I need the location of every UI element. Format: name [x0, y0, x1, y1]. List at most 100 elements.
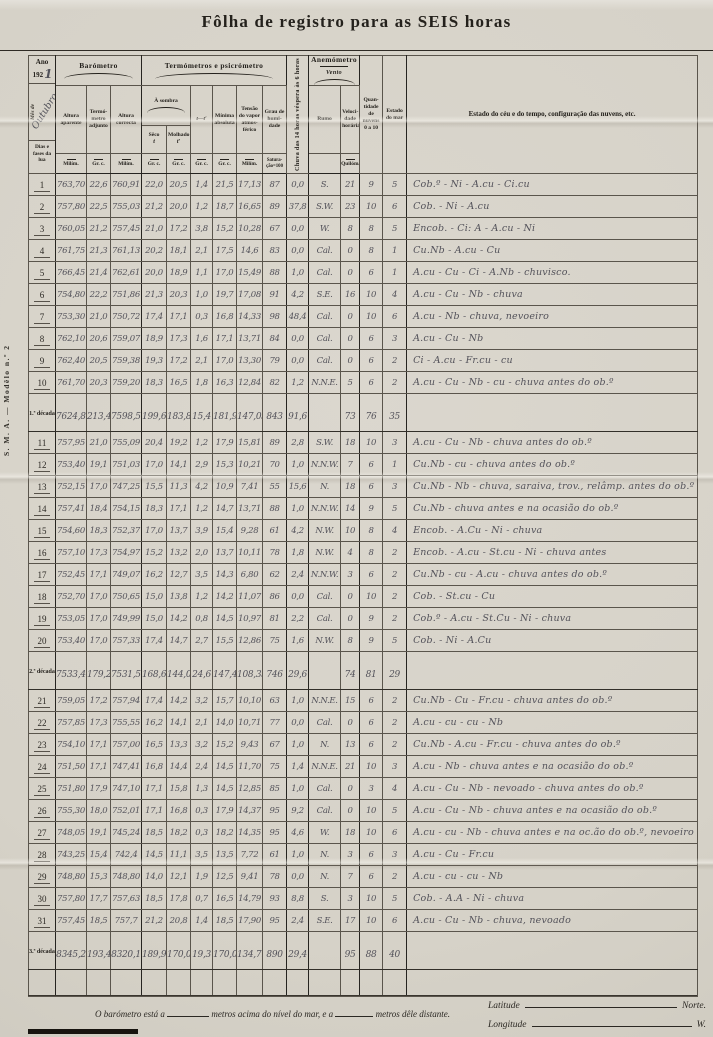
latitude-longitude-block: Latitude Norte. Longitude W. [488, 998, 706, 1036]
cell: 7 [340, 865, 361, 889]
cell: 9,28 [236, 519, 264, 543]
cell: 757,80 [55, 195, 87, 219]
cell: 17,13 [236, 173, 264, 197]
cell: 2 [382, 733, 408, 757]
cell: 4 [382, 283, 408, 307]
day-row: 27 748,05 19,1 745,24 18,5 18,2 0,3 18,2 14,35 95… [28, 821, 699, 845]
cell: 11,70 [236, 755, 264, 779]
cell: 13,71 [236, 497, 264, 521]
cell: 7624,80 [55, 393, 87, 433]
cell: 747,10 [109, 777, 143, 801]
cell: 752,01 [109, 799, 143, 823]
cell: 48,4 [286, 305, 310, 329]
cell: 747,41 [109, 755, 143, 779]
cell: 16,3 [212, 371, 238, 395]
cell: 1,9 [190, 865, 214, 889]
cell: 4 [382, 519, 408, 543]
cell: 14,5 [212, 607, 238, 631]
cell: 2 [382, 689, 408, 713]
cell: 1,0 [286, 843, 310, 867]
cell: 0 [340, 777, 361, 801]
cell: 5 [340, 371, 361, 395]
cell: 20,4 [141, 431, 168, 455]
cell: 743,25 [55, 843, 87, 867]
cell: Cob. - Ni - A.cu [406, 195, 699, 219]
col-header-corrected-height: Altura correcta [109, 84, 143, 155]
day-number: 1 [28, 173, 56, 197]
cell: 15 [340, 689, 361, 713]
cell: 753,05 [55, 607, 87, 631]
cell: 77 [262, 711, 288, 735]
cell: 20,0 [141, 261, 168, 285]
cell: 61 [262, 843, 288, 867]
cell: S.E. [308, 283, 342, 307]
cell: 2,8 [286, 431, 310, 455]
cell: 3,2 [190, 733, 214, 757]
cell: 10,9 [212, 475, 238, 499]
cell: 7533,40 [55, 651, 87, 691]
col-header-vapor-tension: Tensão do vapor atmos- férico [236, 84, 264, 155]
cell: 6 [359, 261, 384, 285]
cell: 14,2 [166, 607, 192, 631]
day-number: 31 [28, 909, 56, 933]
day-number: 11 [28, 431, 56, 455]
cell: 9 [359, 629, 384, 653]
cell: 12,84 [236, 371, 264, 395]
cell: 87 [262, 173, 288, 197]
cell: 23 [340, 195, 361, 219]
cell: 193,4 [86, 931, 111, 971]
cell: 759,05 [55, 689, 87, 713]
cell: 6 [359, 327, 384, 351]
cell: 0 [340, 585, 361, 609]
cell: 147,03 [236, 393, 264, 433]
day-number: 21 [28, 689, 56, 713]
cell: 6 [359, 371, 384, 395]
cell: 17,0 [86, 585, 111, 609]
cell [406, 393, 699, 433]
cell: 753,30 [55, 305, 87, 329]
cell: Cal. [308, 585, 342, 609]
cell: Ci - A.cu - Fr.cu - cu [406, 349, 699, 373]
cell: 757,94 [109, 689, 143, 713]
col-header-apparent-height: Altura aparente [55, 84, 87, 155]
cell: 6,80 [236, 563, 264, 587]
cell: 9 [359, 607, 384, 631]
cell [406, 651, 699, 691]
cell: 213,4 [86, 393, 111, 433]
cell: 24,6 [190, 651, 214, 691]
unit-label: Milím. [55, 153, 87, 175]
cell: 7 [340, 453, 361, 477]
cell: 10 [359, 283, 384, 307]
cell: 21,0 [141, 217, 168, 241]
day-number: 8 [28, 327, 56, 351]
cell: 10 [359, 821, 384, 845]
cell: 752,45 [55, 563, 87, 587]
cell: 0 [340, 349, 361, 373]
cell: 21,5 [212, 173, 238, 197]
cell: 15,2 [212, 217, 238, 241]
cell: 78 [262, 865, 288, 889]
day-row: 19 753,05 17,0 749,99 15,0 14,2 0,8 14,5 10,97 81… [28, 607, 699, 631]
cell: A.cu - Nb - chuva antes e na ocasião do … [406, 755, 699, 779]
cell: 746 [262, 651, 288, 691]
cell: 199,6 [141, 393, 168, 433]
cell: 0,0 [286, 585, 310, 609]
cell: 755,09 [109, 431, 143, 455]
cell: 144,0 [166, 651, 192, 691]
cell: 22,5 [86, 195, 111, 219]
cell: 752,70 [55, 585, 87, 609]
cell: 79 [262, 349, 288, 373]
cell: 17,2 [166, 217, 192, 241]
cell: 7531,56 [109, 651, 143, 691]
col-group-anemometer: Anemómetro Vento [308, 55, 361, 86]
cell: 20,8 [166, 909, 192, 933]
cell: 6 [359, 843, 384, 867]
cell: 4 [382, 777, 408, 801]
cell: 6 [382, 195, 408, 219]
cell: 15,5 [212, 629, 238, 653]
cell: 14,4 [166, 755, 192, 779]
cell: 14,2 [166, 689, 192, 713]
cell: 1,0 [190, 283, 214, 307]
cell: 2,9 [190, 453, 214, 477]
